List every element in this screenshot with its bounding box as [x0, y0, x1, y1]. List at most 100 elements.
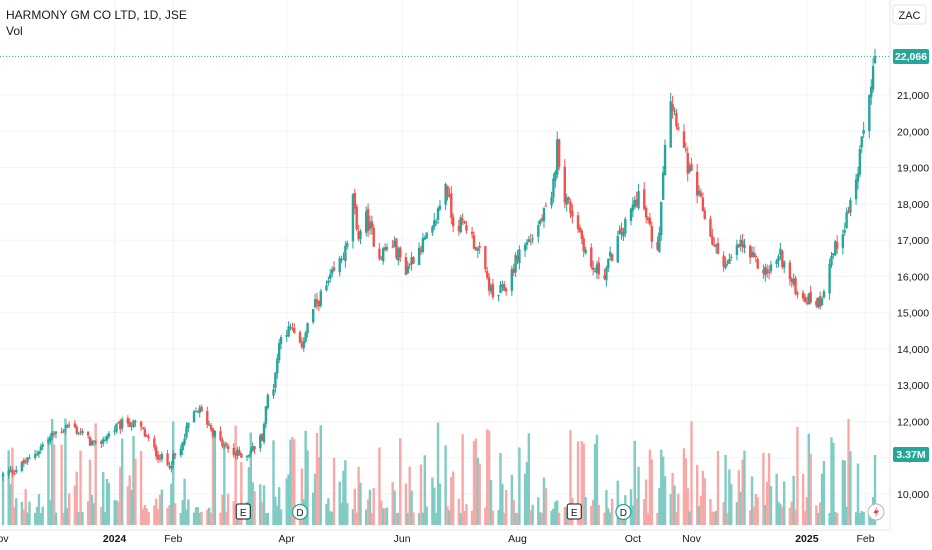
- candle-body: [817, 297, 820, 308]
- volume-bar: [41, 506, 44, 525]
- candle-body: [11, 470, 14, 474]
- earnings-marker[interactable]: [235, 503, 251, 520]
- candle-body: [211, 428, 215, 436]
- volume-bar: [408, 466, 411, 525]
- price-axis[interactable]: [889, 0, 932, 530]
- candle-body: [431, 226, 434, 233]
- candle-body: [597, 262, 601, 275]
- candle-body: [289, 326, 292, 328]
- volume-bar: [7, 450, 10, 525]
- volume-bar: [607, 508, 610, 525]
- candle-body: [862, 129, 865, 134]
- volume-bar: [291, 437, 294, 525]
- volume-bar: [444, 445, 447, 525]
- volume-bar: [285, 478, 288, 525]
- event-marker-letter[interactable]: E: [571, 508, 578, 519]
- volume-bar: [264, 512, 268, 525]
- candle-body: [552, 178, 555, 198]
- candle-body: [272, 389, 275, 396]
- volume-bar: [346, 503, 349, 525]
- candle-body: [419, 249, 423, 252]
- candle-body: [266, 394, 270, 408]
- candle-body: [870, 86, 873, 98]
- volume-bar: [277, 487, 281, 525]
- volume-bar: [737, 470, 741, 525]
- candle-body: [47, 439, 50, 443]
- candle-body: [523, 244, 527, 251]
- candle-body: [262, 423, 266, 443]
- x-tick-label: Oct: [625, 533, 641, 545]
- candle-body: [223, 444, 226, 447]
- volume-bar: [120, 438, 124, 525]
- candle-body: [346, 243, 349, 247]
- volume-bar: [153, 505, 156, 525]
- volume-bar: [105, 478, 109, 525]
- candle-body: [168, 466, 171, 468]
- candle-body: [117, 421, 120, 423]
- volume-bar: [735, 502, 739, 525]
- volume-bar: [262, 485, 266, 525]
- candle-body: [139, 421, 143, 427]
- lightning-icon[interactable]: [867, 503, 885, 521]
- candle-body: [682, 131, 686, 148]
- volume-bar: [404, 483, 408, 525]
- candle-body: [259, 435, 262, 449]
- candle-body: [226, 445, 230, 449]
- candle-body: [103, 440, 107, 442]
- volume-bar: [450, 476, 453, 525]
- candle-body: [677, 127, 680, 130]
- volume-bar: [272, 440, 275, 525]
- candle-body: [276, 358, 279, 374]
- volume-bar: [355, 512, 358, 525]
- volume-bar: [327, 498, 330, 525]
- volume-bar: [431, 477, 434, 525]
- event-marker-letter[interactable]: E: [240, 508, 247, 519]
- candle-body: [450, 193, 453, 218]
- volume-bar: [115, 500, 118, 525]
- volume-bar: [854, 512, 858, 525]
- volume-bar: [868, 510, 871, 525]
- earnings-marker[interactable]: [566, 503, 582, 520]
- volume-bar: [796, 426, 799, 525]
- candle-body: [298, 332, 302, 343]
- candle-body: [86, 431, 90, 436]
- candle-body: [622, 231, 625, 237]
- volume-bar: [487, 430, 491, 525]
- candle-body: [514, 255, 517, 273]
- candle-body: [73, 423, 77, 428]
- candle-body: [75, 426, 78, 434]
- currency-badge[interactable]: [892, 4, 927, 25]
- event-marker-letter[interactable]: D: [620, 508, 627, 519]
- candle-body: [478, 245, 481, 248]
- volume-bar: [206, 509, 209, 525]
- volume-bar: [370, 512, 374, 525]
- volume-bar: [128, 475, 131, 525]
- volume-bar: [223, 441, 226, 525]
- candle-body: [181, 442, 184, 451]
- candle-body: [90, 441, 94, 445]
- volume-bar: [499, 453, 502, 525]
- x-tick-labels: Nov 2024 Feb Apr Jun Aug Oct Nov 2025 Feb: [0, 529, 890, 545]
- candle-body: [313, 299, 317, 308]
- candle-body: [835, 242, 839, 249]
- candle-body: [743, 244, 746, 248]
- event-marker-letter[interactable]: D: [296, 508, 303, 519]
- volume-bar: [858, 512, 862, 525]
- currency-label[interactable]: ZAC: [899, 10, 921, 22]
- volume-bar: [809, 453, 812, 525]
- dividend-marker[interactable]: [615, 503, 632, 521]
- volume-bar: [661, 456, 665, 525]
- candle-body: [412, 257, 415, 264]
- volume-bar: [565, 506, 568, 525]
- candle-body: [542, 207, 546, 222]
- volume-bar: [724, 454, 727, 525]
- candle-body: [26, 457, 29, 463]
- volume-bar: [126, 486, 130, 525]
- volume-bar: [489, 479, 493, 525]
- dividend-marker[interactable]: [291, 503, 309, 521]
- volume-bar: [317, 457, 321, 525]
- volume-bar: [616, 480, 619, 525]
- volume-bar: [113, 500, 116, 525]
